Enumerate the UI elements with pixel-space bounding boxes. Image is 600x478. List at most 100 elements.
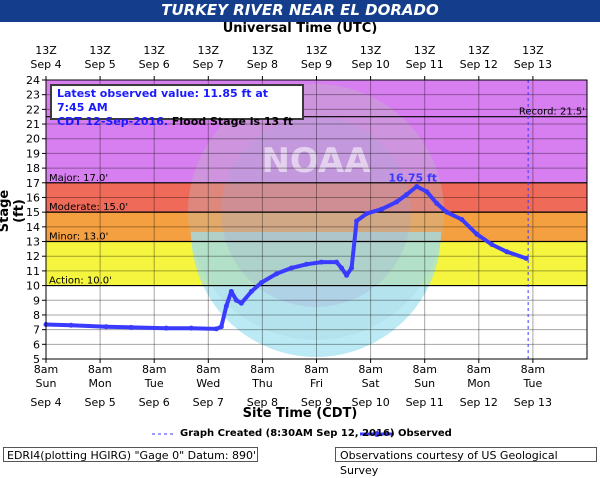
bottom-tick-date: Sep 8: [247, 396, 278, 409]
observed-point: [223, 303, 229, 309]
observed-point: [414, 183, 420, 189]
top-tick-date: Sep 8: [247, 58, 278, 71]
y-tick-label: 14: [26, 221, 40, 234]
bottom-tick-date: Sep 10: [351, 396, 389, 409]
bottom-tick-day: Tue: [523, 377, 543, 390]
axes: 5678910111213141516171819202122232413ZSe…: [26, 44, 588, 409]
observed-point: [68, 322, 74, 328]
bottom-tick-time: 8am: [412, 363, 436, 376]
bottom-tick-date: Sep 9: [301, 396, 332, 409]
flood-stage-text: Flood Stage is 13 ft: [168, 115, 294, 128]
bottom-tick-date: Sep 11: [406, 396, 444, 409]
observed-point: [334, 259, 340, 265]
legend-observed-marker: [374, 431, 380, 437]
bottom-tick-time: 8am: [467, 363, 491, 376]
top-tick-date: Sep 6: [139, 58, 170, 71]
top-tick-hour: 13Z: [522, 44, 544, 57]
bottom-tick-day: Sat: [362, 377, 381, 390]
bottom-tick-time: 8am: [250, 363, 274, 376]
y-tick-label: 11: [26, 265, 40, 278]
observed-point: [523, 255, 529, 261]
observed-point: [434, 200, 440, 206]
y-tick-label: 18: [26, 162, 40, 175]
latest-value-line1: Latest observed value: 11.85 ft at 7:45 …: [57, 87, 269, 114]
observed-point: [233, 297, 239, 303]
y-tick-label: 24: [26, 74, 40, 87]
top-tick-hour: 13Z: [468, 44, 490, 57]
observed-point: [128, 324, 134, 330]
bottom-tick-date: Sep 7: [193, 396, 224, 409]
y-tick-label: 23: [26, 89, 40, 102]
y-tick-label: 12: [26, 250, 40, 263]
bottom-tick-time: 8am: [196, 363, 220, 376]
flood-category-label: Action: 10.0': [49, 276, 112, 287]
observed-point: [319, 259, 325, 265]
y-tick-label: 13: [26, 236, 40, 249]
legend-graph-created-label: Graph Created (8:30AM Sep 12, 2016): [180, 428, 395, 439]
bottom-tick-time: 8am: [304, 363, 328, 376]
flood-category-labels: Action: 10.0' Minor: 13.0' Moderate: 15.0'…: [46, 80, 587, 359]
top-tick-date: Sep 7: [193, 58, 224, 71]
observed-point: [459, 217, 465, 222]
y-tick-label: 17: [26, 177, 40, 190]
top-tick-date: Sep 4: [30, 58, 61, 71]
flood-category-label: Minor: 13.0': [49, 232, 108, 243]
bottom-tick-date: Sep 12: [460, 396, 498, 409]
bottom-tick-day: Thu: [251, 377, 273, 390]
legend: Graph Created (8:30AM Sep 12, 2016) Obse…: [0, 426, 600, 442]
observed-point: [273, 271, 279, 277]
y-tick-label: 19: [26, 147, 40, 160]
datum-footer: EDRI4(plotting HGIRG) "Gage 0" Datum: 89…: [3, 447, 258, 462]
top-tick-date: Sep 11: [406, 58, 444, 71]
y-tick-label: 7: [33, 324, 40, 337]
top-tick-hour: 13Z: [35, 44, 57, 57]
observed-point: [404, 192, 410, 198]
top-tick-date: Sep 9: [301, 58, 332, 71]
y-tick-label: 10: [26, 280, 40, 293]
bottom-tick-time: 8am: [142, 363, 166, 376]
top-tick-hour: 13Z: [89, 44, 111, 57]
observed-point: [188, 325, 194, 331]
observed-point: [474, 231, 480, 237]
top-tick-date: Sep 13: [514, 58, 552, 71]
y-tick-label: 22: [26, 103, 40, 116]
hydrograph-chart: NOAA Action: 10.0' Minor: 13.0' Moderate: …: [26, 44, 588, 409]
observed-series: 16.75 ft: [43, 171, 529, 332]
y-tick-label: 16: [26, 191, 40, 204]
top-tick-hour: 13Z: [143, 44, 165, 57]
y-tick-label: 20: [26, 133, 40, 146]
top-axis-label: Universal Time (UTC): [222, 21, 378, 36]
observed-point: [288, 265, 294, 271]
observed-point: [504, 249, 510, 255]
top-tick-hour: 13Z: [360, 44, 382, 57]
bottom-tick-time: 8am: [521, 363, 545, 376]
bottom-tick-day: Sun: [36, 377, 57, 390]
title-band: [0, 0, 600, 22]
y-tick-label: 15: [26, 206, 40, 219]
latest-value-box: Latest observed value: 11.85 ft at 7:45 …: [50, 84, 304, 128]
bottom-tick-date: Sep 4: [30, 396, 61, 409]
top-tick-hour: 13Z: [252, 44, 274, 57]
bottom-tick-time: 8am: [88, 363, 112, 376]
observed-point: [303, 261, 309, 267]
top-tick-hour: 13Z: [198, 44, 220, 57]
observed-point: [349, 265, 355, 271]
bottom-tick-day: Fri: [310, 377, 323, 390]
top-tick-hour: 13Z: [306, 44, 328, 57]
y-tick-label: 8: [33, 309, 40, 322]
observed-point: [218, 324, 224, 330]
observed-point: [248, 288, 254, 294]
observed-point: [238, 300, 244, 306]
observed-point: [364, 211, 370, 217]
y-tick-label: 6: [33, 338, 40, 351]
flood-category-label: Moderate: 15.0': [49, 202, 128, 213]
observed-point: [444, 209, 450, 215]
record-label: Record: 21.5': [519, 107, 585, 118]
bottom-tick-date: Sep 6: [139, 396, 170, 409]
legend-observed-label: Observed: [398, 428, 452, 439]
observed-point: [258, 280, 264, 286]
top-tick-date: Sep 10: [351, 58, 389, 71]
chart-title: TURKEY RIVER NEAR EL DORADO: [161, 1, 439, 19]
observed-point: [354, 218, 360, 224]
